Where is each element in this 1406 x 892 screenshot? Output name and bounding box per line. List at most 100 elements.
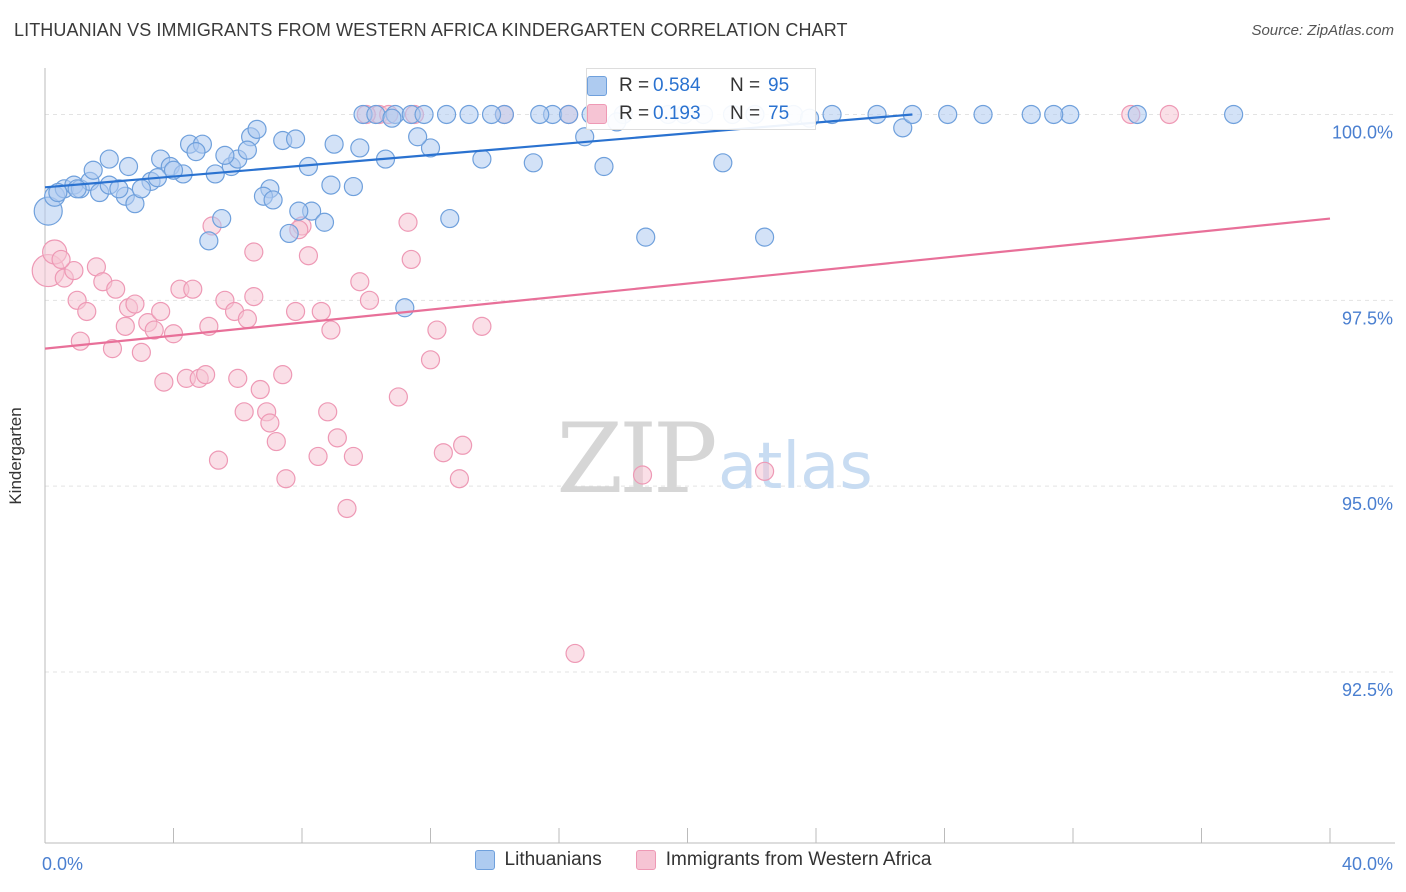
legend-swatch-pink bbox=[635, 850, 656, 870]
legend-label: Immigrants from Western Africa bbox=[665, 849, 932, 870]
watermark: ZIP atlas bbox=[556, 403, 872, 515]
data-point bbox=[893, 118, 913, 138]
n-label: N = bbox=[730, 103, 761, 124]
chart-title: LITHUANIAN VS IMMIGRANTS FROM WESTERN AF… bbox=[14, 20, 848, 40]
data-point bbox=[565, 643, 585, 664]
data-point bbox=[938, 104, 958, 125]
legend: Lithuanians Immigrants from Western Afri… bbox=[0, 849, 1406, 871]
r-label: R = bbox=[619, 103, 650, 124]
data-point bbox=[311, 301, 331, 322]
data-point bbox=[1127, 104, 1147, 125]
data-point bbox=[289, 201, 309, 221]
data-point bbox=[244, 242, 264, 262]
data-point bbox=[350, 272, 370, 292]
data-point bbox=[559, 104, 579, 125]
data-point bbox=[594, 156, 614, 177]
data-point bbox=[308, 446, 328, 467]
legend-item-lithuanians[interactable]: Lithuanians bbox=[474, 849, 602, 871]
watermark-zip: ZIP bbox=[556, 403, 715, 515]
data-point bbox=[102, 339, 123, 359]
data-point bbox=[343, 446, 363, 467]
n-value: 75 bbox=[768, 103, 790, 124]
data-point bbox=[472, 316, 492, 336]
data-point bbox=[247, 119, 267, 139]
data-point bbox=[237, 309, 257, 329]
data-point bbox=[401, 249, 421, 270]
data-point bbox=[212, 208, 232, 229]
data-point bbox=[822, 104, 842, 125]
stats-row-immigrants: R = 0.193 N = 75 bbox=[587, 100, 815, 128]
data-point bbox=[314, 212, 335, 232]
data-point bbox=[398, 212, 418, 232]
stats-swatch-blue bbox=[587, 76, 607, 96]
legend-swatch-blue bbox=[474, 850, 495, 870]
data-point bbox=[131, 342, 151, 362]
x-tick-label: 0.0% bbox=[42, 854, 83, 874]
r-value: 0.193 bbox=[653, 103, 701, 124]
y-tick-label: 92.5% bbox=[1342, 680, 1393, 700]
watermark-atlas: atlas bbox=[718, 430, 873, 504]
r-value: 0.584 bbox=[653, 75, 701, 96]
n-value: 95 bbox=[768, 75, 790, 96]
data-point bbox=[321, 320, 341, 340]
data-point bbox=[327, 428, 347, 448]
data-point bbox=[67, 179, 87, 199]
data-point bbox=[636, 227, 656, 247]
data-point bbox=[285, 301, 306, 322]
data-point bbox=[266, 431, 286, 452]
tick-labels: 100.0% 97.5% 95.0% 92.5% 0.0% 40.0% bbox=[42, 122, 1393, 874]
y-axis-label: Kindergarten bbox=[6, 407, 25, 505]
data-point bbox=[1060, 104, 1080, 125]
stats-swatch-pink bbox=[587, 104, 607, 124]
data-point bbox=[186, 142, 206, 162]
data-point bbox=[263, 190, 283, 210]
data-point bbox=[285, 129, 306, 149]
data-point bbox=[244, 287, 264, 307]
data-point bbox=[99, 149, 119, 169]
data-point bbox=[250, 379, 270, 400]
stats-box: R = 0.584 N = 95 R = 0.193 N = 75 bbox=[586, 68, 816, 130]
stats-row-lithuanians: R = 0.584 N = 95 bbox=[587, 72, 815, 100]
data-point bbox=[260, 413, 280, 433]
y-tick-label: 95.0% bbox=[1342, 494, 1393, 514]
data-point bbox=[64, 260, 84, 281]
data-point bbox=[77, 301, 97, 322]
data-point bbox=[449, 469, 470, 489]
legend-label: Lithuanians bbox=[504, 849, 602, 870]
data-point bbox=[472, 149, 492, 169]
data-point bbox=[754, 461, 775, 481]
data-point bbox=[51, 249, 71, 270]
data-point bbox=[125, 294, 145, 314]
data-point bbox=[973, 104, 993, 125]
data-point bbox=[199, 231, 219, 251]
data-point bbox=[713, 153, 733, 173]
data-point bbox=[276, 469, 296, 489]
data-point bbox=[867, 104, 887, 125]
y-tick-label: 97.5% bbox=[1342, 308, 1393, 328]
data-point bbox=[163, 324, 184, 344]
data-point bbox=[48, 182, 68, 203]
data-point bbox=[115, 316, 135, 336]
data-point bbox=[436, 104, 457, 125]
data-point bbox=[208, 450, 229, 470]
data-point bbox=[154, 372, 174, 392]
n-label: N = bbox=[730, 75, 761, 96]
data-point bbox=[83, 160, 103, 180]
legend-item-immigrants[interactable]: Immigrants from Western Africa bbox=[635, 849, 932, 871]
data-point bbox=[408, 127, 428, 147]
r-label: R = bbox=[619, 75, 650, 96]
data-point bbox=[427, 320, 447, 340]
data-point bbox=[1224, 104, 1244, 125]
data-point bbox=[395, 298, 415, 318]
source-label: Source: ZipAtlas.com bbox=[1251, 22, 1394, 39]
data-point bbox=[237, 140, 257, 160]
data-point bbox=[1021, 104, 1041, 125]
data-point bbox=[163, 160, 184, 180]
data-point bbox=[318, 402, 338, 422]
data-point bbox=[459, 104, 479, 125]
data-point bbox=[440, 208, 460, 229]
data-point bbox=[382, 108, 402, 128]
data-point bbox=[754, 227, 775, 247]
data-point bbox=[279, 223, 299, 244]
